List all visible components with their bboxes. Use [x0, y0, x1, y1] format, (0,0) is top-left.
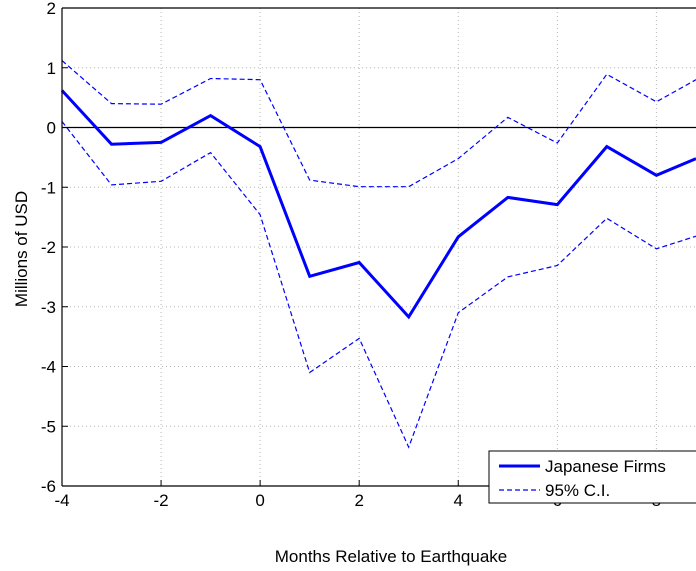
x-tick-label: 0	[255, 491, 264, 510]
ci-upper-line	[61, 60, 696, 188]
y-tick-label: -4	[41, 358, 56, 377]
y-tick-label: 1	[47, 59, 56, 78]
y-tick-label: -6	[41, 477, 56, 496]
x-tick-label: 4	[454, 491, 463, 510]
x-axis-title: Months Relative to Earthquake	[275, 547, 507, 566]
y-tick-label: -2	[41, 238, 56, 257]
legend-label-japanese-firms: Japanese Firms	[545, 457, 666, 476]
japanese-firms-line	[60, 89, 696, 320]
y-tick-label: 2	[47, 0, 56, 18]
x-tick-label: -2	[154, 491, 169, 510]
x-tick-label: 2	[354, 491, 363, 510]
y-tick-label: 0	[47, 119, 56, 138]
y-tick-label: -5	[41, 417, 56, 436]
legend: Japanese Firms 95% C.I.	[488, 450, 696, 504]
ci-lower-line	[61, 121, 696, 449]
y-tick-label: -3	[41, 298, 56, 317]
y-tick-label: -1	[41, 178, 56, 197]
legend-label-ci: 95% C.I.	[545, 481, 610, 500]
legend-box	[488, 450, 696, 504]
x-tick-label: -4	[54, 491, 69, 510]
series-layer	[60, 60, 696, 449]
y-axis-title: Millions of USD	[12, 191, 31, 307]
